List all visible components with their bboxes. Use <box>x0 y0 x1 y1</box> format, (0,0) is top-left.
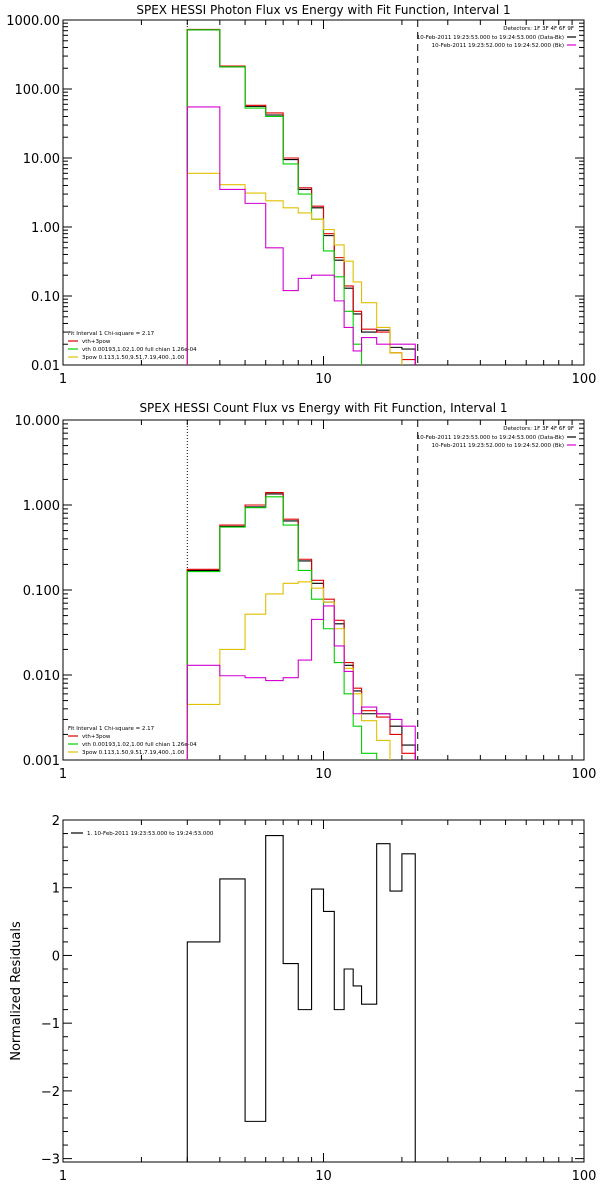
series-2-line <box>186 492 416 760</box>
y-tick-label: 1000.00 <box>6 14 60 29</box>
x-tick-label: 10 <box>315 1169 332 1184</box>
series-2-line <box>186 28 416 365</box>
chart-panel-2: SPEX HESSI Count Flux vs Energy with Fit… <box>15 401 597 782</box>
legend-entry: vth 0.00193,1.02,1.00 full chian 1.26e-0… <box>82 742 197 748</box>
chart-panel-1: SPEX HESSI Photon Flux vs Energy with Fi… <box>6 3 596 387</box>
chart-panel-3: 1 10 100 −3 −2 −1 0 1 2 Normalized Residuals 1. 10… <box>9 814 596 1184</box>
legend-entry: vth+3pow <box>82 734 111 740</box>
legend-entry: vth 0.00193,1.02,1.00 full chian 1.26e-0… <box>82 347 197 353</box>
y-tick-label: 1 <box>52 882 60 897</box>
series-1-line <box>186 29 416 365</box>
x-tick-label: 100 <box>572 767 597 782</box>
legend-entry: 3pow 0.113,1.50,9.51,7.19,400.,1.00 <box>82 750 185 756</box>
y-tick-label: 0.01 <box>31 359 60 374</box>
interval-label: 10-Feb-2011 19:23:53.000 to 19:24:53.000… <box>417 435 564 441</box>
y-tick-label: 0 <box>52 949 60 964</box>
y-tick-label: 1.00 <box>31 221 60 236</box>
y-tick-label: 0.010 <box>23 669 60 684</box>
chart-title: SPEX HESSI Count Flux vs Energy with Fit… <box>139 401 507 415</box>
y-tick-label: 0.100 <box>23 584 60 599</box>
x-tick-label: 1 <box>59 1169 67 1184</box>
x-tick-label: 10 <box>315 372 332 387</box>
x-tick-label: 10 <box>315 767 332 782</box>
series-4-line <box>186 581 391 760</box>
y-tick-label: 10.00 <box>23 152 60 167</box>
y-axis-label: Normalized Residuals <box>9 921 24 1061</box>
y-tick-label: 2 <box>52 814 60 829</box>
series-3-line <box>186 29 363 365</box>
interval-label: 10-Feb-2011 19:23:52.000 to 19:24:52.000… <box>432 443 564 449</box>
series-1-line <box>186 835 416 1162</box>
chart-title: SPEX HESSI Photon Flux vs Energy with Fi… <box>136 3 510 17</box>
series-4-line <box>186 172 403 365</box>
y-tick-label: 0.001 <box>23 754 60 769</box>
x-tick-label: 100 <box>572 372 597 387</box>
series-1-line <box>186 493 416 760</box>
x-tick-label: 1 <box>59 372 67 387</box>
series-3-line <box>186 496 378 760</box>
legend-entry: 1. 10-Feb-2011 19:23:53.000 to 19:24:53.… <box>87 831 214 837</box>
detectors-label: Detectors: 1F 3F 4F 6F 9F <box>503 426 574 432</box>
x-tick-label: 1 <box>59 767 67 782</box>
y-tick-label: 100.00 <box>15 83 61 98</box>
legend-entry: 3pow 0.113,1.50,9.51,7.19,400.,1.00 <box>82 355 185 361</box>
y-tick-label: −2 <box>41 1085 60 1100</box>
legend-entry: Fit Interval 1 Chi-square = 2.17 <box>68 726 155 732</box>
y-tick-label: 1.000 <box>23 499 60 514</box>
interval-label: 10-Feb-2011 19:23:53.000 to 19:24:53.000… <box>417 35 564 41</box>
y-tick-label: 10.000 <box>15 414 61 429</box>
legend-entry: vth+3pow <box>82 339 111 345</box>
plot-frame <box>62 19 585 366</box>
detectors-label: Detectors: 1F 3F 4F 6F 9F <box>503 26 574 32</box>
series-5-line <box>186 106 416 365</box>
legend-entry: Fit Interval 1 Chi-square = 2.17 <box>68 331 155 337</box>
x-tick-label: 100 <box>572 1169 597 1184</box>
y-tick-label: 0.10 <box>31 290 60 305</box>
y-tick-label: −1 <box>41 1017 60 1032</box>
plot-frame <box>62 819 585 1163</box>
series-5-line <box>186 605 416 760</box>
interval-label: 10-Feb-2011 19:23:52.000 to 19:24:52.000… <box>432 43 564 49</box>
y-tick-label: −3 <box>41 1153 60 1168</box>
